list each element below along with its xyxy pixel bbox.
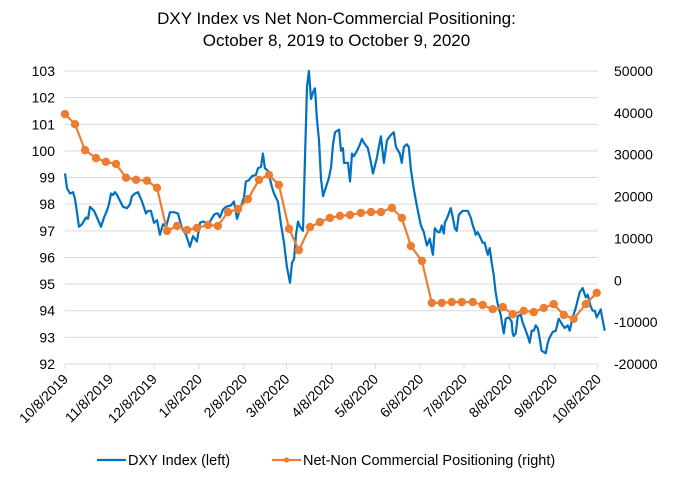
left-tick-label: 102 (32, 90, 56, 106)
left-tick-label: 94 (39, 303, 55, 319)
right-tick-label: 40000 (614, 105, 653, 121)
positioning-point (457, 297, 466, 307)
chart-subtitle: October 8, 2019 to October 9, 2020 (203, 31, 470, 50)
left-tick-label: 92 (39, 356, 55, 372)
right-tick-label: -10000 (614, 314, 658, 330)
positioning-point (223, 207, 233, 217)
left-tick-label: 101 (32, 116, 56, 132)
positioning-point (488, 305, 497, 314)
x-tick-label: 5/8/2020 (331, 371, 381, 421)
positioning-point (254, 175, 264, 184)
positioning-point (80, 145, 90, 155)
positioning-point (131, 175, 141, 184)
positioning-point (356, 208, 366, 218)
positioning-point (305, 222, 315, 232)
positioning-point (559, 310, 568, 320)
positioning-point (264, 170, 274, 179)
right-tick-label: 50000 (614, 63, 653, 79)
positioning-point (325, 213, 335, 223)
positioning-point (498, 302, 507, 312)
x-tick-label: 7/8/2020 (420, 371, 470, 421)
left-tick-label: 95 (39, 276, 55, 292)
positioning-point (274, 180, 284, 190)
positioning-point (376, 207, 386, 217)
positioning-point (182, 225, 192, 235)
series-dxy (63, 69, 606, 355)
positioning-point (101, 157, 111, 166)
positioning-point (519, 306, 528, 315)
left-tick-label: 93 (39, 329, 55, 345)
gridlines (65, 70, 598, 338)
positioning-point (152, 183, 162, 192)
right-tick-label: 10000 (614, 230, 653, 246)
left-tick-label: 98 (39, 196, 55, 212)
x-tick-label: 6/8/2020 (377, 371, 427, 421)
right-tick-label: -20000 (614, 356, 658, 372)
legend: DXY Index (left) Net-Non Commercial Posi… (97, 453, 555, 469)
positioning-point (111, 159, 121, 169)
positioning-point (162, 226, 172, 236)
positioning-point (508, 310, 517, 319)
left-tick-label: 99 (39, 170, 55, 186)
positioning-point (397, 213, 406, 223)
left-tick-label: 96 (39, 249, 55, 265)
x-tick-label: 2/8/2020 (200, 371, 250, 421)
positioning-point (539, 303, 548, 313)
positioning-point (243, 194, 253, 204)
x-tick-label: 1/8/2020 (155, 371, 205, 421)
positioning-point (427, 298, 436, 308)
positioning-point (417, 256, 427, 266)
positioning-point (284, 224, 294, 233)
positioning-point (121, 173, 131, 182)
plot-area (60, 69, 606, 355)
positioning-point (335, 211, 345, 220)
legend-positioning-label: Net-Non Commercial Positioning (right) (303, 453, 555, 469)
positioning-point (294, 245, 304, 255)
legend-dxy-label: DXY Index (left) (128, 453, 230, 469)
right-tick-label: 20000 (614, 189, 653, 205)
positioning-point (142, 176, 152, 185)
x-tick-label: 10/8/2019 (16, 371, 72, 427)
positioning-point (315, 217, 324, 227)
x-tick-label: 8/8/2020 (465, 371, 515, 421)
series-positioning (60, 109, 601, 323)
positioning-point (592, 288, 601, 297)
positioning-point (406, 241, 416, 251)
positioning-point (345, 210, 355, 220)
right-tick-label: 30000 (614, 147, 653, 163)
positioning-point (387, 203, 397, 213)
positioning-point (192, 223, 202, 233)
chart-title: DXY Index vs Net Non-Commercial Position… (157, 9, 516, 28)
left-tick-label: 100 (32, 143, 56, 159)
x-tick-label: 3/8/2020 (243, 371, 293, 421)
positioning-point (437, 298, 446, 308)
positioning-point (581, 299, 590, 309)
left-tick-label: 103 (32, 63, 56, 79)
positioning-point (91, 153, 101, 163)
positioning-point (60, 109, 70, 119)
positioning-point (366, 207, 376, 217)
positioning-point (172, 221, 182, 231)
positioning-point (447, 297, 456, 307)
positioning-point (233, 204, 243, 214)
positioning-point (529, 307, 538, 317)
positioning-point (203, 220, 213, 230)
positioning-point (549, 299, 558, 309)
x-tick-label: 4/8/2020 (288, 371, 338, 421)
legend-positioning-marker (283, 457, 290, 463)
dxy-line (63, 69, 606, 355)
x-axis: 10/8/201911/8/201912/8/20191/8/20202/8/2… (16, 363, 604, 427)
left-tick-label: 97 (39, 223, 55, 239)
left-axis: 92 93 94 95 96 97 98 99 100 101 102 103 (32, 63, 56, 372)
right-tick-label: 0 (614, 272, 622, 288)
positioning-point (478, 300, 487, 310)
positioning-point (213, 221, 223, 231)
positioning-point (70, 120, 80, 129)
right-axis: -20000 -10000 0 10000 20000 30000 40000 50000 (614, 63, 658, 372)
positioning-point (569, 314, 578, 323)
positioning-point (468, 297, 477, 307)
